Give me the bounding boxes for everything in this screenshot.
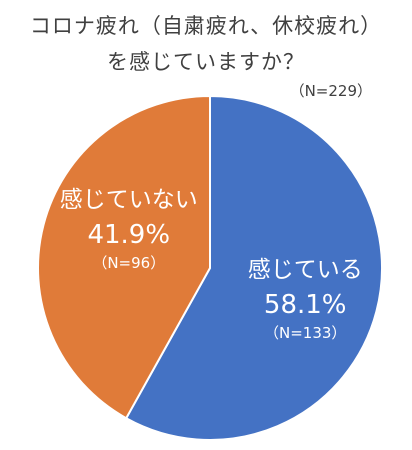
- slice-count-feeling: （N=133）: [264, 323, 347, 342]
- slice-name-not-feeling: 感じていない: [59, 187, 198, 214]
- slice-count-not-feeling: （N=96）: [92, 254, 166, 273]
- slice-percent-not-feeling: 41.9%: [87, 220, 171, 251]
- pie-slice-not-feeling: [37, 94, 211, 420]
- pie-slice-feeling: [124, 94, 383, 441]
- slice-label-feeling: 感じている 58.1% （N=133）: [248, 250, 363, 343]
- chart-title-line-1: コロナ疲れ（自粛疲れ、休校疲れ）: [29, 14, 383, 38]
- slice-percent-feeling: 58.1%: [263, 289, 347, 320]
- slice-label-not-feeling: 感じていない 41.9% （N=96）: [60, 180, 198, 273]
- slice-name-feeling: 感じている: [247, 256, 363, 283]
- chart-title-line-2: を感じていますか？: [107, 50, 305, 74]
- sample-size-note: （N=229）: [289, 82, 372, 100]
